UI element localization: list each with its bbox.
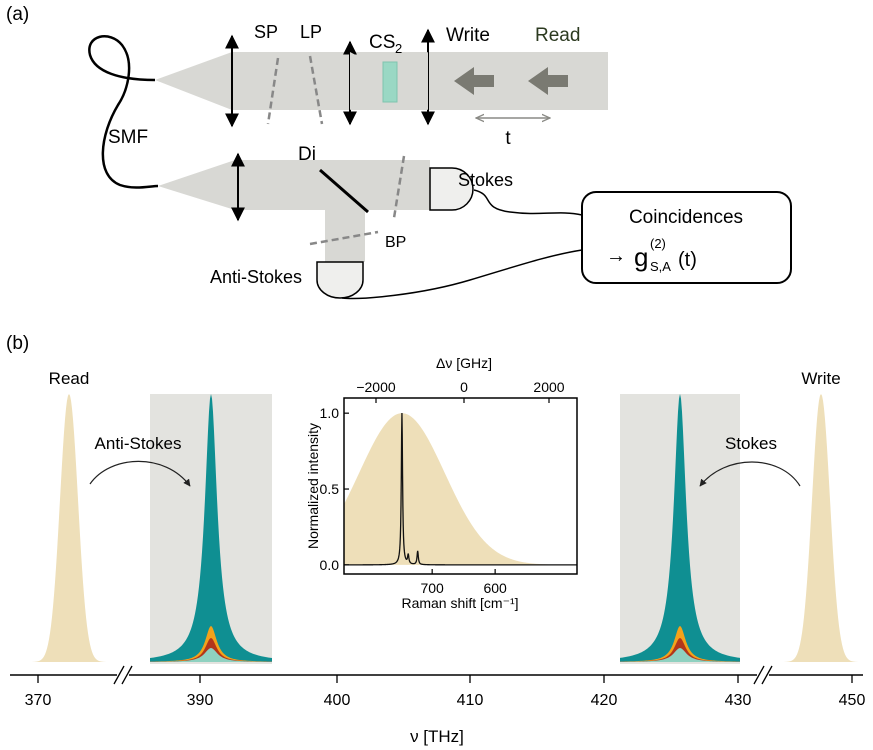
read-pulse-arrow bbox=[528, 67, 568, 95]
x-tick-label: 390 bbox=[187, 692, 214, 709]
frequency-axis: 370 390 400 410 420 430 450 ν [THz] bbox=[10, 665, 866, 746]
axis-break-left bbox=[113, 665, 133, 685]
read-pulse-spectrum bbox=[30, 394, 110, 662]
anti-stokes-cable bbox=[341, 249, 583, 300]
cs2-label: CS bbox=[369, 32, 395, 53]
write-pulse-label: Write bbox=[801, 369, 840, 388]
anti-stokes-label: Anti-Stokes bbox=[95, 434, 182, 453]
coincidences-label: Coincidences bbox=[629, 207, 743, 228]
cs2-subscript: 2 bbox=[395, 41, 402, 56]
write-label: Write bbox=[446, 25, 490, 46]
bp-label: BP bbox=[385, 234, 406, 251]
lp-label: LP bbox=[300, 22, 322, 42]
lp-filter bbox=[308, 55, 324, 125]
inset-xlabel: Raman shift [cm⁻¹] bbox=[401, 595, 518, 611]
write-pulse-arrow bbox=[454, 67, 494, 95]
inset-frame bbox=[343, 397, 578, 575]
inset-y-tick-label: 0.5 bbox=[320, 481, 340, 497]
focus-left bbox=[350, 52, 388, 110]
stokes-peak-teal bbox=[620, 394, 740, 662]
x-tick-label: 410 bbox=[457, 692, 484, 709]
sp-filter bbox=[266, 57, 280, 125]
inset-top-tick-label: 0 bbox=[460, 379, 468, 395]
anti-stokes-peak bbox=[150, 394, 272, 662]
inset-raman-line bbox=[344, 413, 577, 566]
anti-stokes-peak-mint bbox=[150, 648, 272, 662]
stokes-detector-label: Stokes bbox=[458, 170, 513, 190]
panel-b-label: (b) bbox=[6, 333, 29, 354]
anti-stokes-peak-teal bbox=[150, 394, 272, 662]
smf-fiber bbox=[88, 35, 159, 189]
panel-b: (b) Read Write Anti-Stokes Stokes 370 390… bbox=[6, 333, 865, 746]
spectra bbox=[30, 394, 862, 662]
stokes-peak-mint bbox=[620, 648, 740, 662]
stokes-arrow bbox=[699, 461, 801, 487]
write-pulse-spectrum bbox=[780, 394, 862, 662]
delay-label: t bbox=[505, 128, 511, 149]
x-tick-label: 420 bbox=[591, 692, 618, 709]
smf-label: SMF bbox=[108, 127, 148, 148]
inset-top-tick-label: −2000 bbox=[356, 379, 396, 395]
lower-beam bbox=[158, 160, 430, 210]
stokes-cable bbox=[473, 189, 583, 216]
anti-stokes-arrow bbox=[89, 460, 191, 487]
inset-top-xlabel: Δν [GHz] bbox=[436, 355, 492, 371]
inset-y-tick-label: 1.0 bbox=[320, 405, 340, 421]
anti-stokes-detector-label: Anti-Stokes bbox=[210, 267, 302, 287]
sp-label: SP bbox=[254, 22, 278, 42]
inset-x-tick-label: 600 bbox=[483, 580, 507, 596]
inset-top-tick-label: 2000 bbox=[533, 379, 564, 395]
anti-stokes-beam bbox=[325, 206, 365, 262]
cs2-cell bbox=[382, 61, 398, 103]
read-label: Read bbox=[535, 25, 580, 46]
g2-subscript: S,A bbox=[650, 259, 671, 274]
x-tick-label: 430 bbox=[725, 692, 752, 709]
x-tick-label: 370 bbox=[25, 692, 52, 709]
dichroic-mirror bbox=[319, 168, 369, 214]
x-tick-label: 450 bbox=[839, 692, 866, 709]
x-axis-label: ν [THz] bbox=[410, 727, 464, 746]
g2-superscript: (2) bbox=[650, 236, 666, 251]
stokes-label: Stokes bbox=[725, 434, 777, 453]
stokes-detector bbox=[429, 167, 474, 211]
inset-y-tick-label: 0.0 bbox=[320, 557, 340, 573]
anti-stokes-detector bbox=[316, 261, 364, 299]
panel-a-label: (a) bbox=[6, 4, 29, 25]
x-tick-label: 400 bbox=[324, 692, 351, 709]
read-pulse-label: Read bbox=[49, 369, 90, 388]
g2-symbol: g bbox=[634, 242, 648, 272]
focus-right bbox=[392, 52, 428, 110]
g2-arrow: → bbox=[606, 245, 626, 267]
g2-argument: (t) bbox=[678, 249, 697, 271]
axis-break-right bbox=[753, 665, 773, 685]
di-label: Di bbox=[298, 144, 316, 165]
coincidences-box bbox=[581, 191, 792, 284]
inset-ylabel: Normalized intensity bbox=[305, 423, 321, 549]
raman-inset: 700 600 0.0 0.5 1.0 −2000 0 2000 Raman shift [c… bbox=[305, 355, 578, 611]
inset-x-tick-label: 700 bbox=[420, 580, 444, 596]
stokes-peak bbox=[620, 394, 740, 662]
panel-a: (a) bbox=[6, 4, 792, 300]
bp-filter-2 bbox=[309, 230, 379, 246]
